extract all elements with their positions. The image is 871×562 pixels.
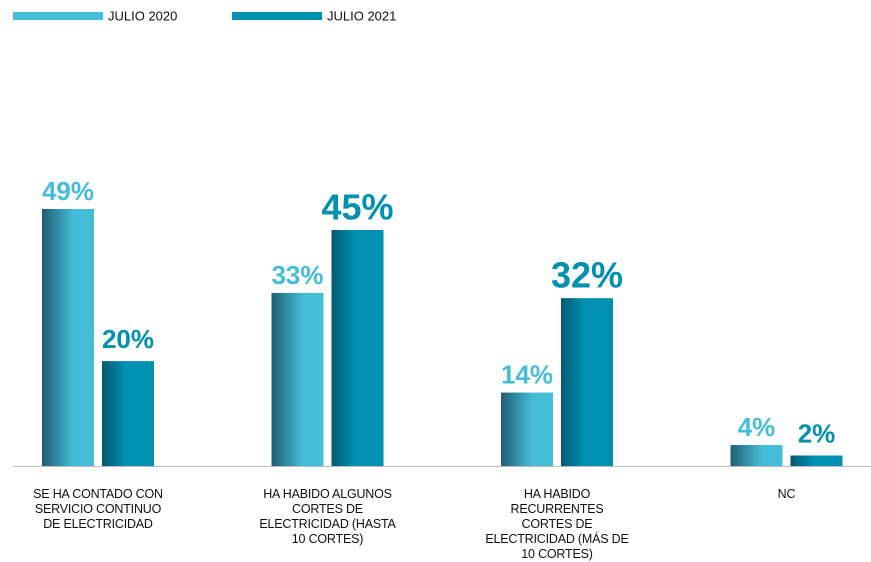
value-label: 45% — [321, 186, 393, 227]
bar — [272, 293, 324, 466]
value-label: 20% — [102, 324, 154, 354]
bar — [791, 456, 843, 466]
value-label: 14% — [501, 359, 553, 389]
bar — [42, 209, 94, 466]
value-label: 33% — [271, 260, 323, 290]
legend-label: JULIO 2020 — [108, 8, 177, 23]
chart: JULIO 2020 JULIO 2021 49% 20% 33% 45% 14% 32% 4%… — [0, 0, 871, 535]
value-label: 32% — [551, 255, 623, 296]
legend-label: JULIO 2021 — [327, 8, 396, 23]
bar — [561, 298, 613, 466]
x-tick-label: HA HABIDO RECURRENTES CORTES DE ELECTRIC… — [467, 487, 647, 562]
bar — [102, 361, 154, 466]
value-label: 49% — [42, 176, 94, 206]
value-label: 4% — [738, 412, 776, 442]
bar — [332, 230, 384, 466]
page: JULIO 2020 JULIO 2021 49% 20% 33% 45% 14% 32% 4%… — [0, 0, 871, 535]
x-tick-label: SE HA CONTADO CON SERVICIO CONTINUO DE E… — [8, 487, 188, 532]
x-tick-label: HA HABIDO ALGUNOS CORTES DE ELECTRICIDAD… — [238, 487, 418, 547]
value-label: 2% — [798, 418, 836, 448]
bar — [731, 445, 783, 466]
bar — [501, 393, 553, 466]
legend-swatch — [13, 12, 103, 20]
x-tick-label: NC — [697, 487, 871, 502]
legend-swatch — [232, 12, 322, 20]
